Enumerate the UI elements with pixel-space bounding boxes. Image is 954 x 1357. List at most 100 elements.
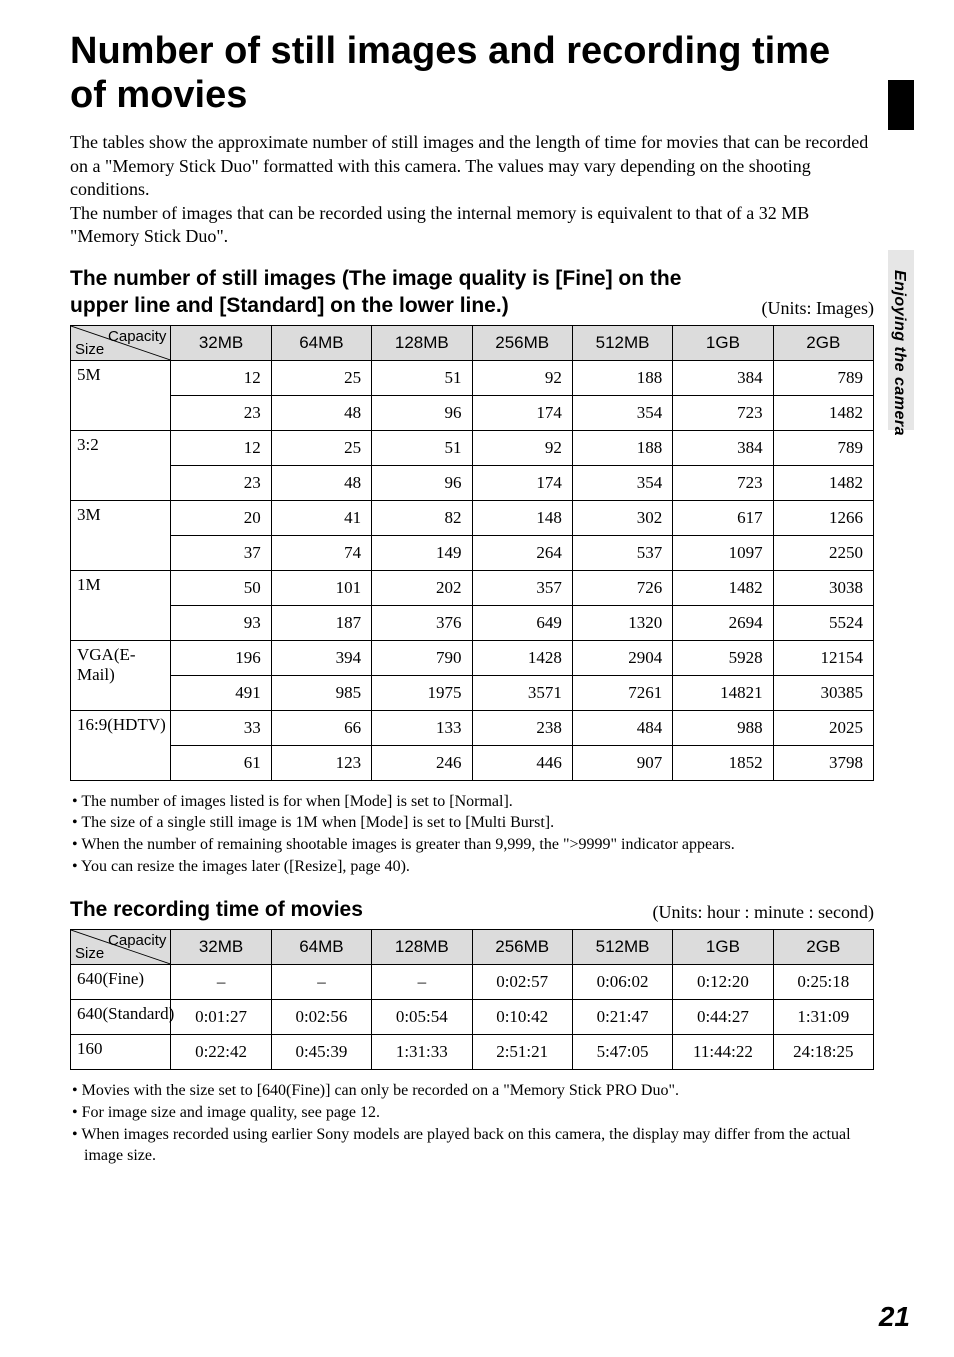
table-cell: 0:44:27 — [673, 1000, 773, 1035]
table-cell: 988 — [673, 710, 773, 745]
table-col-header: 1GB — [673, 930, 773, 965]
table-cell: 0:05:54 — [372, 1000, 472, 1035]
table-row-label: 1M — [71, 570, 171, 640]
table-cell: 0:02:57 — [472, 965, 572, 1000]
table-cell: 484 — [572, 710, 672, 745]
table-cell: 789 — [773, 430, 873, 465]
table-row-label: 640(Fine) — [71, 965, 171, 1000]
table-cell: 0:10:42 — [472, 1000, 572, 1035]
still-images-table: CapacitySize32MB64MB128MB256MB512MB1GB2G… — [70, 325, 874, 781]
table-cell: 3798 — [773, 745, 873, 780]
corner-capacity-label: Capacity — [108, 328, 166, 345]
table-cell: 12 — [171, 430, 271, 465]
table-cell: 1482 — [673, 570, 773, 605]
table-col-header: 2GB — [773, 325, 873, 360]
table-cell: 174 — [472, 395, 572, 430]
table-cell: – — [372, 965, 472, 1000]
table-col-header: 32MB — [171, 325, 271, 360]
section1-units: (Units: Images) — [762, 298, 874, 319]
table-col-header: 1GB — [673, 325, 773, 360]
bullet-item: The number of images listed is for when … — [70, 791, 874, 813]
table-cell: 376 — [372, 605, 472, 640]
bullet-item: You can resize the images later ([Resize… — [70, 856, 874, 878]
table-cell: 789 — [773, 360, 873, 395]
table-cell: 188 — [572, 360, 672, 395]
section2-units: (Units: hour : minute : second) — [653, 902, 874, 923]
table-cell: 723 — [673, 465, 773, 500]
bullet-item: Movies with the size set to [640(Fine)] … — [70, 1080, 874, 1102]
table-cell: 617 — [673, 500, 773, 535]
table-cell: 790 — [372, 640, 472, 675]
table-cell: – — [271, 965, 371, 1000]
intro-paragraph: The tables show the approximate number o… — [70, 131, 874, 248]
table-cell: 5:47:05 — [572, 1035, 672, 1070]
table-cell: 0:25:18 — [773, 965, 873, 1000]
section2-heading: The recording time of movies — [70, 897, 637, 923]
table-cell: 93 — [171, 605, 271, 640]
table-cell: 20 — [171, 500, 271, 535]
table-cell: 187 — [271, 605, 371, 640]
table-cell: 25 — [271, 360, 371, 395]
table-cell: 491 — [171, 675, 271, 710]
table-cell: 0:21:47 — [572, 1000, 672, 1035]
table-col-header: 64MB — [271, 930, 371, 965]
table-cell: 196 — [171, 640, 271, 675]
table-cell: 384 — [673, 430, 773, 465]
table-cell: 0:45:39 — [271, 1035, 371, 1070]
section2-bullets: Movies with the size set to [640(Fine)] … — [70, 1080, 874, 1166]
table-cell: 188 — [572, 430, 672, 465]
table-cell: 384 — [673, 360, 773, 395]
page-number: 21 — [879, 1301, 910, 1333]
table-cell: 14821 — [673, 675, 773, 710]
table-cell: 61 — [171, 745, 271, 780]
table-row-label: 640(Standard) — [71, 1000, 171, 1035]
table-cell: 2694 — [673, 605, 773, 640]
table-cell: 354 — [572, 465, 672, 500]
table-cell: 2:51:21 — [472, 1035, 572, 1070]
table-cell: 149 — [372, 535, 472, 570]
table-cell: 37 — [171, 535, 271, 570]
table-cell: 92 — [472, 430, 572, 465]
table-cell: 174 — [472, 465, 572, 500]
table-cell: 123 — [271, 745, 371, 780]
table-cell: 5928 — [673, 640, 773, 675]
table-cell: 101 — [271, 570, 371, 605]
table-row-label: 5M — [71, 360, 171, 430]
table-cell: 246 — [372, 745, 472, 780]
section1-heading: The number of still images (The image qu… — [70, 266, 746, 319]
table-cell: 238 — [472, 710, 572, 745]
table-cell: 537 — [572, 535, 672, 570]
table-cell: 66 — [271, 710, 371, 745]
table-cell: 48 — [271, 465, 371, 500]
table-cell: 133 — [372, 710, 472, 745]
table-cell: 1266 — [773, 500, 873, 535]
table-cell: 51 — [372, 430, 472, 465]
table-row-label: 16:9(HDTV) — [71, 710, 171, 780]
table-cell: 11:44:22 — [673, 1035, 773, 1070]
table-col-header: 256MB — [472, 930, 572, 965]
side-marker — [888, 80, 914, 130]
table-cell: 2904 — [572, 640, 672, 675]
corner-size-label: Size — [75, 341, 104, 358]
table-cell: 1482 — [773, 395, 873, 430]
table-col-header: 128MB — [372, 325, 472, 360]
movie-time-table: CapacitySize32MB64MB128MB256MB512MB1GB2G… — [70, 929, 874, 1070]
table-cell: 12 — [171, 360, 271, 395]
table-row-label: VGA(E-Mail) — [71, 640, 171, 710]
table-col-header: 512MB — [572, 325, 672, 360]
table-cell: 1:31:09 — [773, 1000, 873, 1035]
table-cell: 985 — [271, 675, 371, 710]
table-cell: 2250 — [773, 535, 873, 570]
section1-bullets: The number of images listed is for when … — [70, 791, 874, 877]
bullet-item: The size of a single still image is 1M w… — [70, 812, 874, 834]
table-cell: 0:12:20 — [673, 965, 773, 1000]
table-cell: 1428 — [472, 640, 572, 675]
table-cell: 82 — [372, 500, 472, 535]
table-cell: 446 — [472, 745, 572, 780]
table-cell: 74 — [271, 535, 371, 570]
table-cell: 1852 — [673, 745, 773, 780]
table-cell: 24:18:25 — [773, 1035, 873, 1070]
table-corner-cell: CapacitySize — [71, 325, 171, 360]
table-cell: 3571 — [472, 675, 572, 710]
table-cell: 1097 — [673, 535, 773, 570]
